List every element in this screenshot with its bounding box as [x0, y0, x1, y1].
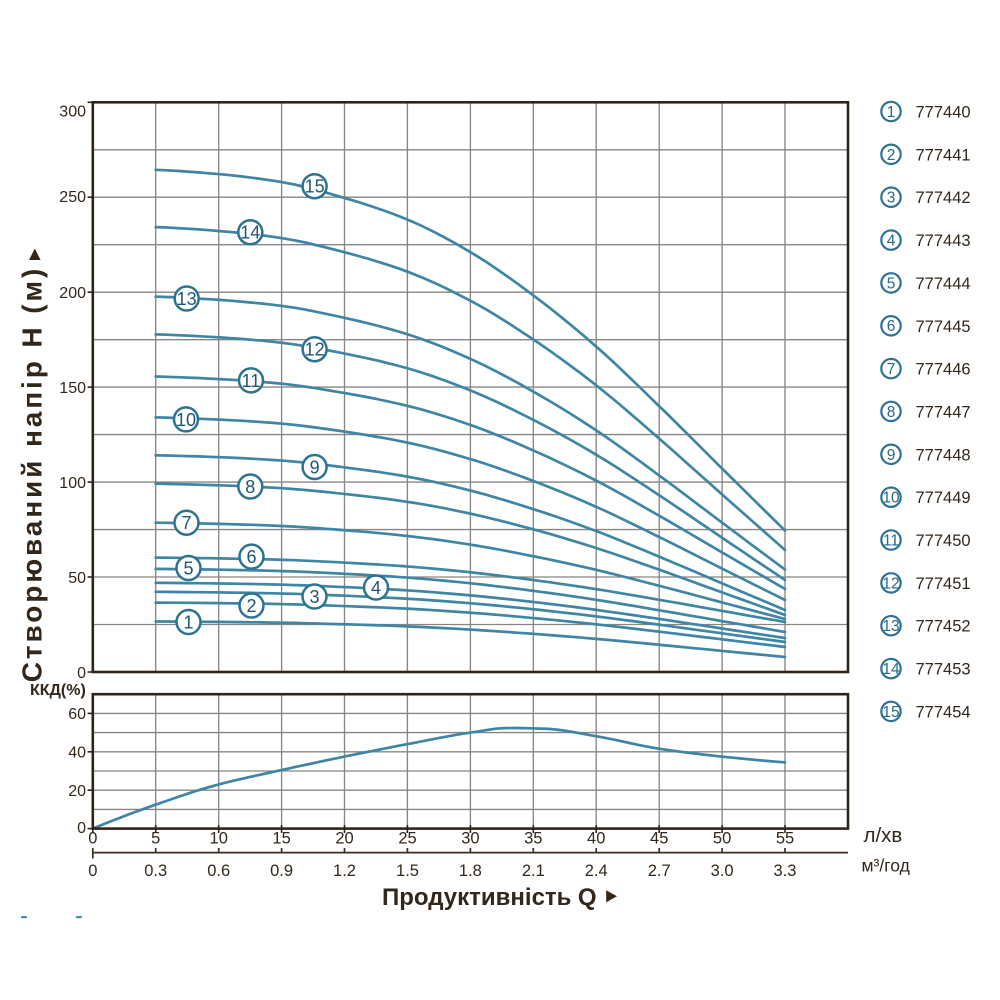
svg-text:1.2: 1.2: [333, 862, 356, 880]
svg-text:7: 7: [887, 361, 896, 378]
svg-text:14: 14: [882, 661, 900, 678]
svg-text:Продуктивність: Продуктивність: [382, 884, 571, 911]
svg-text:40: 40: [68, 745, 86, 762]
svg-text:4: 4: [887, 233, 896, 250]
svg-text:2.7: 2.7: [648, 862, 671, 880]
svg-text:15: 15: [882, 704, 899, 721]
svg-text:45: 45: [650, 830, 668, 848]
svg-text:ККД(%): ККД(%): [30, 682, 86, 699]
svg-text:3: 3: [309, 587, 319, 607]
svg-text:8: 8: [887, 404, 896, 421]
svg-text:1: 1: [887, 104, 896, 121]
svg-text:250: 250: [59, 189, 86, 206]
svg-text:777446: 777446: [916, 361, 971, 379]
svg-text:777442: 777442: [916, 189, 971, 207]
svg-text:13: 13: [177, 289, 197, 309]
svg-text:5: 5: [183, 558, 193, 578]
svg-text:777454: 777454: [916, 703, 971, 721]
svg-text:7: 7: [181, 513, 191, 533]
svg-text:10: 10: [210, 830, 228, 848]
svg-text:300: 300: [59, 103, 86, 120]
svg-text:0.3: 0.3: [144, 862, 167, 880]
svg-text:8: 8: [245, 477, 255, 497]
svg-text:777449: 777449: [916, 489, 971, 507]
svg-text:777451: 777451: [916, 575, 971, 593]
svg-text:150: 150: [59, 380, 86, 397]
svg-text:25: 25: [398, 830, 416, 848]
svg-text:Q: Q: [578, 884, 597, 911]
svg-text:0.6: 0.6: [207, 862, 230, 880]
svg-text:50: 50: [68, 570, 86, 587]
svg-text:11: 11: [242, 371, 261, 391]
svg-text:2: 2: [887, 147, 896, 164]
svg-text:9: 9: [310, 457, 320, 477]
svg-text:5: 5: [887, 275, 896, 292]
svg-text:30: 30: [461, 830, 479, 848]
svg-text:6: 6: [246, 547, 256, 567]
svg-text:15: 15: [305, 177, 325, 197]
svg-text:10: 10: [882, 490, 900, 507]
svg-text:0.9: 0.9: [270, 862, 293, 880]
svg-text:777445: 777445: [916, 318, 971, 336]
svg-text:4: 4: [371, 578, 381, 598]
svg-text:л/хв: л/хв: [864, 824, 903, 847]
svg-text:35: 35: [524, 830, 542, 848]
svg-text:6: 6: [887, 318, 896, 335]
svg-text:1.8: 1.8: [459, 862, 482, 880]
svg-text:40: 40: [587, 830, 605, 848]
svg-text:1: 1: [183, 612, 193, 632]
svg-text:12: 12: [305, 340, 325, 360]
svg-text:0: 0: [77, 820, 86, 837]
svg-text:777443: 777443: [916, 232, 971, 250]
svg-text:3: 3: [887, 190, 896, 207]
svg-text:2.1: 2.1: [522, 862, 545, 880]
svg-text:777447: 777447: [916, 403, 971, 421]
svg-text:777440: 777440: [916, 104, 971, 122]
svg-text:20: 20: [68, 783, 86, 800]
svg-text:0: 0: [77, 665, 86, 682]
svg-text:15: 15: [272, 830, 290, 848]
svg-text:777444: 777444: [916, 275, 971, 293]
svg-text:777450: 777450: [916, 532, 971, 550]
svg-text:Створюваний напір Н (м): Створюваний напір Н (м): [17, 266, 48, 683]
svg-text:10: 10: [176, 410, 196, 430]
svg-text:60: 60: [68, 706, 86, 723]
svg-text:1.5: 1.5: [396, 862, 419, 880]
svg-text:0: 0: [88, 830, 97, 848]
svg-text:2.4: 2.4: [585, 862, 608, 880]
svg-text:50: 50: [713, 830, 731, 848]
svg-text:100: 100: [59, 475, 86, 492]
svg-text:5: 5: [151, 830, 160, 848]
svg-text:14: 14: [240, 223, 260, 243]
svg-text:12: 12: [882, 575, 899, 592]
svg-text:9: 9: [887, 447, 896, 464]
svg-text:13: 13: [882, 618, 899, 635]
svg-text:11: 11: [883, 533, 899, 550]
svg-text:777441: 777441: [916, 146, 971, 164]
svg-text:55: 55: [776, 830, 794, 848]
svg-text:м³/год: м³/год: [862, 856, 910, 876]
svg-text:200: 200: [59, 285, 86, 302]
svg-text:777452: 777452: [916, 618, 971, 636]
svg-text:0: 0: [88, 862, 97, 880]
svg-text:777453: 777453: [916, 661, 971, 679]
svg-text:3.0: 3.0: [711, 862, 734, 880]
svg-text:2: 2: [246, 596, 256, 616]
svg-text:20: 20: [335, 830, 353, 848]
svg-text:777448: 777448: [916, 446, 971, 464]
svg-text:3.3: 3.3: [774, 862, 797, 880]
